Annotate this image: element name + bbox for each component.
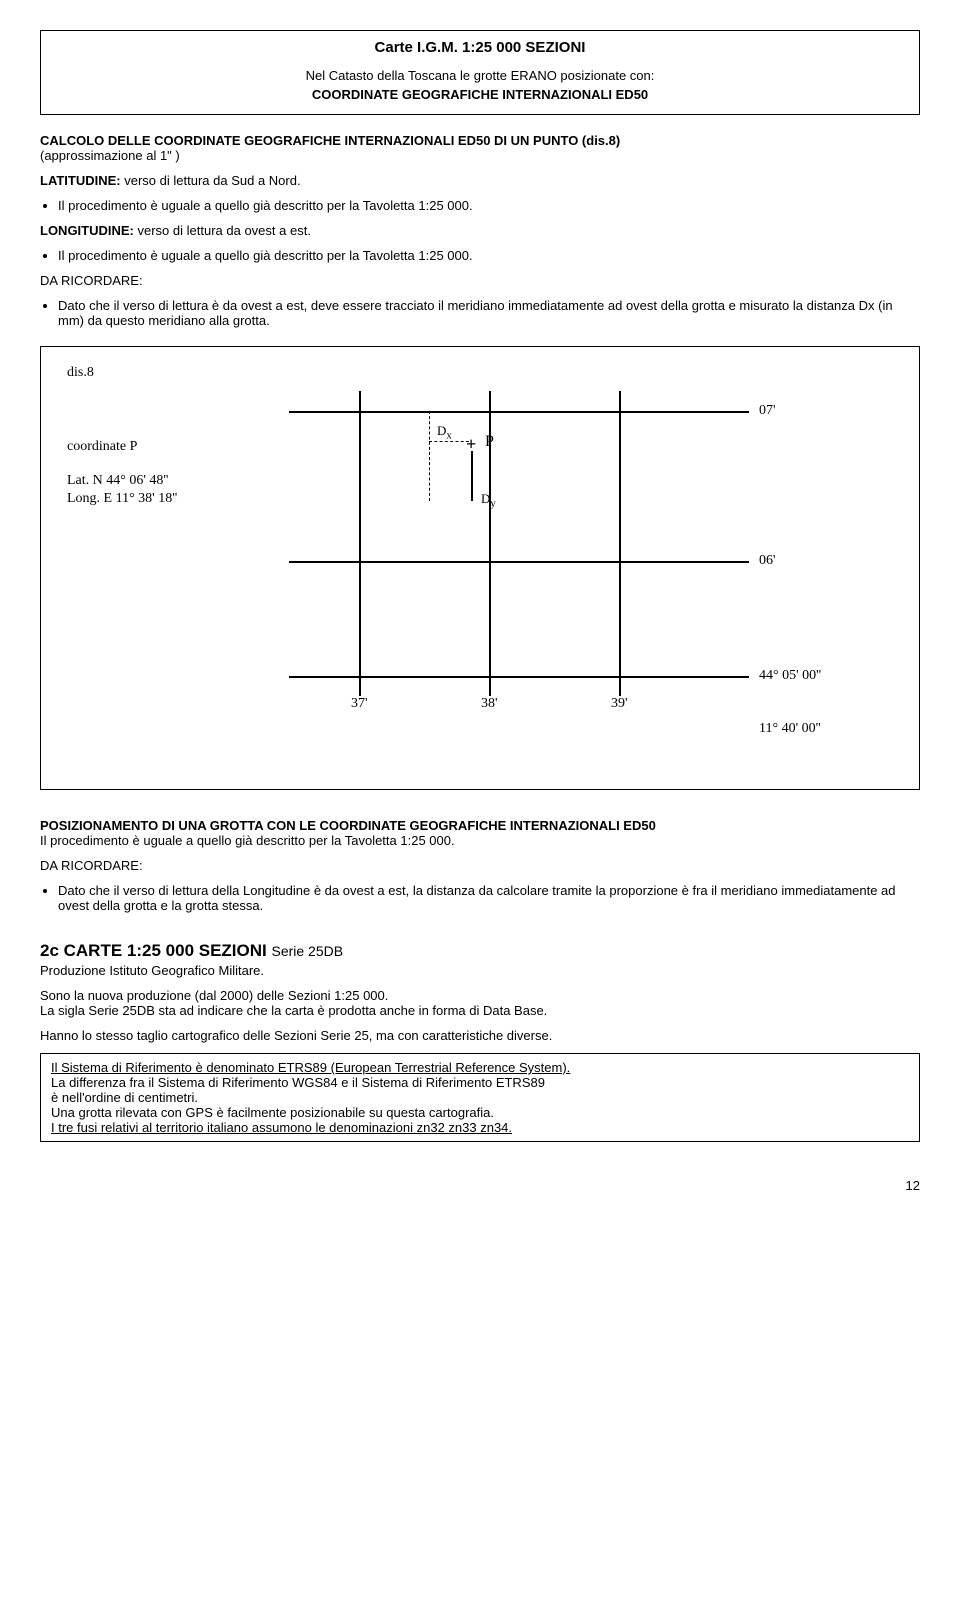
- header-title: Carte I.G.M. 1:25 000 SEZIONI: [55, 39, 905, 56]
- sec2c-p1: Sono la nuova produzione (dal 2000) dell…: [40, 988, 920, 1018]
- lon-block: LONGITUDINE: verso di lettura da ovest a…: [40, 223, 920, 238]
- lat-block: LATITUDINE: verso di lettura da Sud a No…: [40, 173, 920, 188]
- diagram-P: P: [485, 433, 494, 451]
- box-l3: è nell'ordine di centimetri.: [51, 1090, 909, 1105]
- diagram-dx: Dx: [437, 423, 452, 442]
- calc-heading: CALCOLO DELLE COORDINATE GEOGRAFICHE INT…: [40, 133, 620, 148]
- box-l1: Il Sistema di Riferimento è denominato E…: [51, 1060, 909, 1075]
- diagram-x-39: 39': [611, 696, 628, 712]
- sec2c-title: 2c CARTE 1:25 000 SEZIONI Serie 25DB: [40, 941, 920, 961]
- diagram-coordp: coordinate P: [67, 439, 137, 455]
- pos-line1: Il procedimento è uguale a quello già de…: [40, 833, 455, 848]
- header-line2: COORDINATE GEOGRAFICHE INTERNAZIONALI ED…: [55, 87, 905, 102]
- sec2c-sub: Produzione Istituto Geografico Militare.: [40, 963, 920, 978]
- page-number: 12: [40, 1178, 920, 1193]
- lat-text: verso di lettura da Sud a Nord.: [121, 173, 301, 188]
- diagram-lon: Long. E 11° 38' 18'': [67, 491, 177, 507]
- ricordare2-label: DA RICORDARE:: [40, 858, 920, 873]
- diagram-y-bot: 44° 05' 00'': [759, 668, 821, 684]
- grid-v-37: [359, 391, 361, 696]
- ricordare1-label: DA RICORDARE:: [40, 273, 920, 288]
- grid-h-mid: [289, 561, 749, 563]
- lon-text: verso di lettura da ovest a est.: [134, 223, 311, 238]
- calc-heading-block: CALCOLO DELLE COORDINATE GEOGRAFICHE INT…: [40, 133, 920, 163]
- diagram-dis: dis.8: [67, 365, 94, 381]
- calc-approx: (approssimazione al 1" ): [40, 148, 180, 163]
- dy-line: [471, 451, 473, 501]
- ricordare1-bullets: Dato che il verso di lettura è da ovest …: [40, 298, 920, 328]
- diagram-frame: dis.8 coordinate P Lat. N 44° 06' 48'' L…: [40, 346, 920, 790]
- grid-v-39: [619, 391, 621, 696]
- lat-bullets: Il procedimento è uguale a quello già de…: [40, 198, 920, 213]
- ricordare2-bullet: Dato che il verso di lettura della Longi…: [58, 883, 920, 913]
- grid-h-top: [289, 411, 749, 413]
- diagram-y-top: 07': [759, 403, 776, 419]
- lat-bullet: Il procedimento è uguale a quello già de…: [58, 198, 920, 213]
- diagram-x-38: 38': [481, 696, 498, 712]
- diagram-x-end: 11° 40' 00'': [759, 721, 821, 737]
- grid-h-bot: [289, 676, 749, 678]
- lat-label: LATITUDINE:: [40, 173, 121, 188]
- header-box: Carte I.G.M. 1:25 000 SEZIONI Nel Catast…: [40, 30, 920, 115]
- box-l5: I tre fusi relativi al territorio italia…: [51, 1120, 909, 1135]
- pos-heading-block: POSIZIONAMENTO DI UNA GROTTA CON LE COOR…: [40, 818, 920, 848]
- box-l4: Una grotta rilevata con GPS è facilmente…: [51, 1105, 909, 1120]
- lon-bullet: Il procedimento è uguale a quello già de…: [58, 248, 920, 263]
- diagram-y-mid: 06': [759, 553, 776, 569]
- diagram-x-37: 37': [351, 696, 368, 712]
- dash-meridian: [429, 411, 430, 501]
- ricordare1-bullet: Dato che il verso di lettura è da ovest …: [58, 298, 920, 328]
- diagram-dy: Dy: [481, 491, 496, 510]
- box-l2: La differenza fra il Sistema di Riferime…: [51, 1075, 909, 1090]
- pos-heading: POSIZIONAMENTO DI UNA GROTTA CON LE COOR…: [40, 818, 656, 833]
- lon-label: LONGITUDINE:: [40, 223, 134, 238]
- diagram-area: dis.8 coordinate P Lat. N 44° 06' 48'' L…: [59, 361, 901, 771]
- lon-bullets: Il procedimento è uguale a quello già de…: [40, 248, 920, 263]
- diagram-lat: Lat. N 44° 06' 48'': [67, 473, 168, 489]
- ricordare2-bullets: Dato che il verso di lettura della Longi…: [40, 883, 920, 913]
- sec2c-p2: Hanno lo stesso taglio cartografico dell…: [40, 1028, 920, 1043]
- sec2c-box: Il Sistema di Riferimento è denominato E…: [40, 1053, 920, 1142]
- header-line1: Nel Catasto della Toscana le grotte ERAN…: [55, 68, 905, 83]
